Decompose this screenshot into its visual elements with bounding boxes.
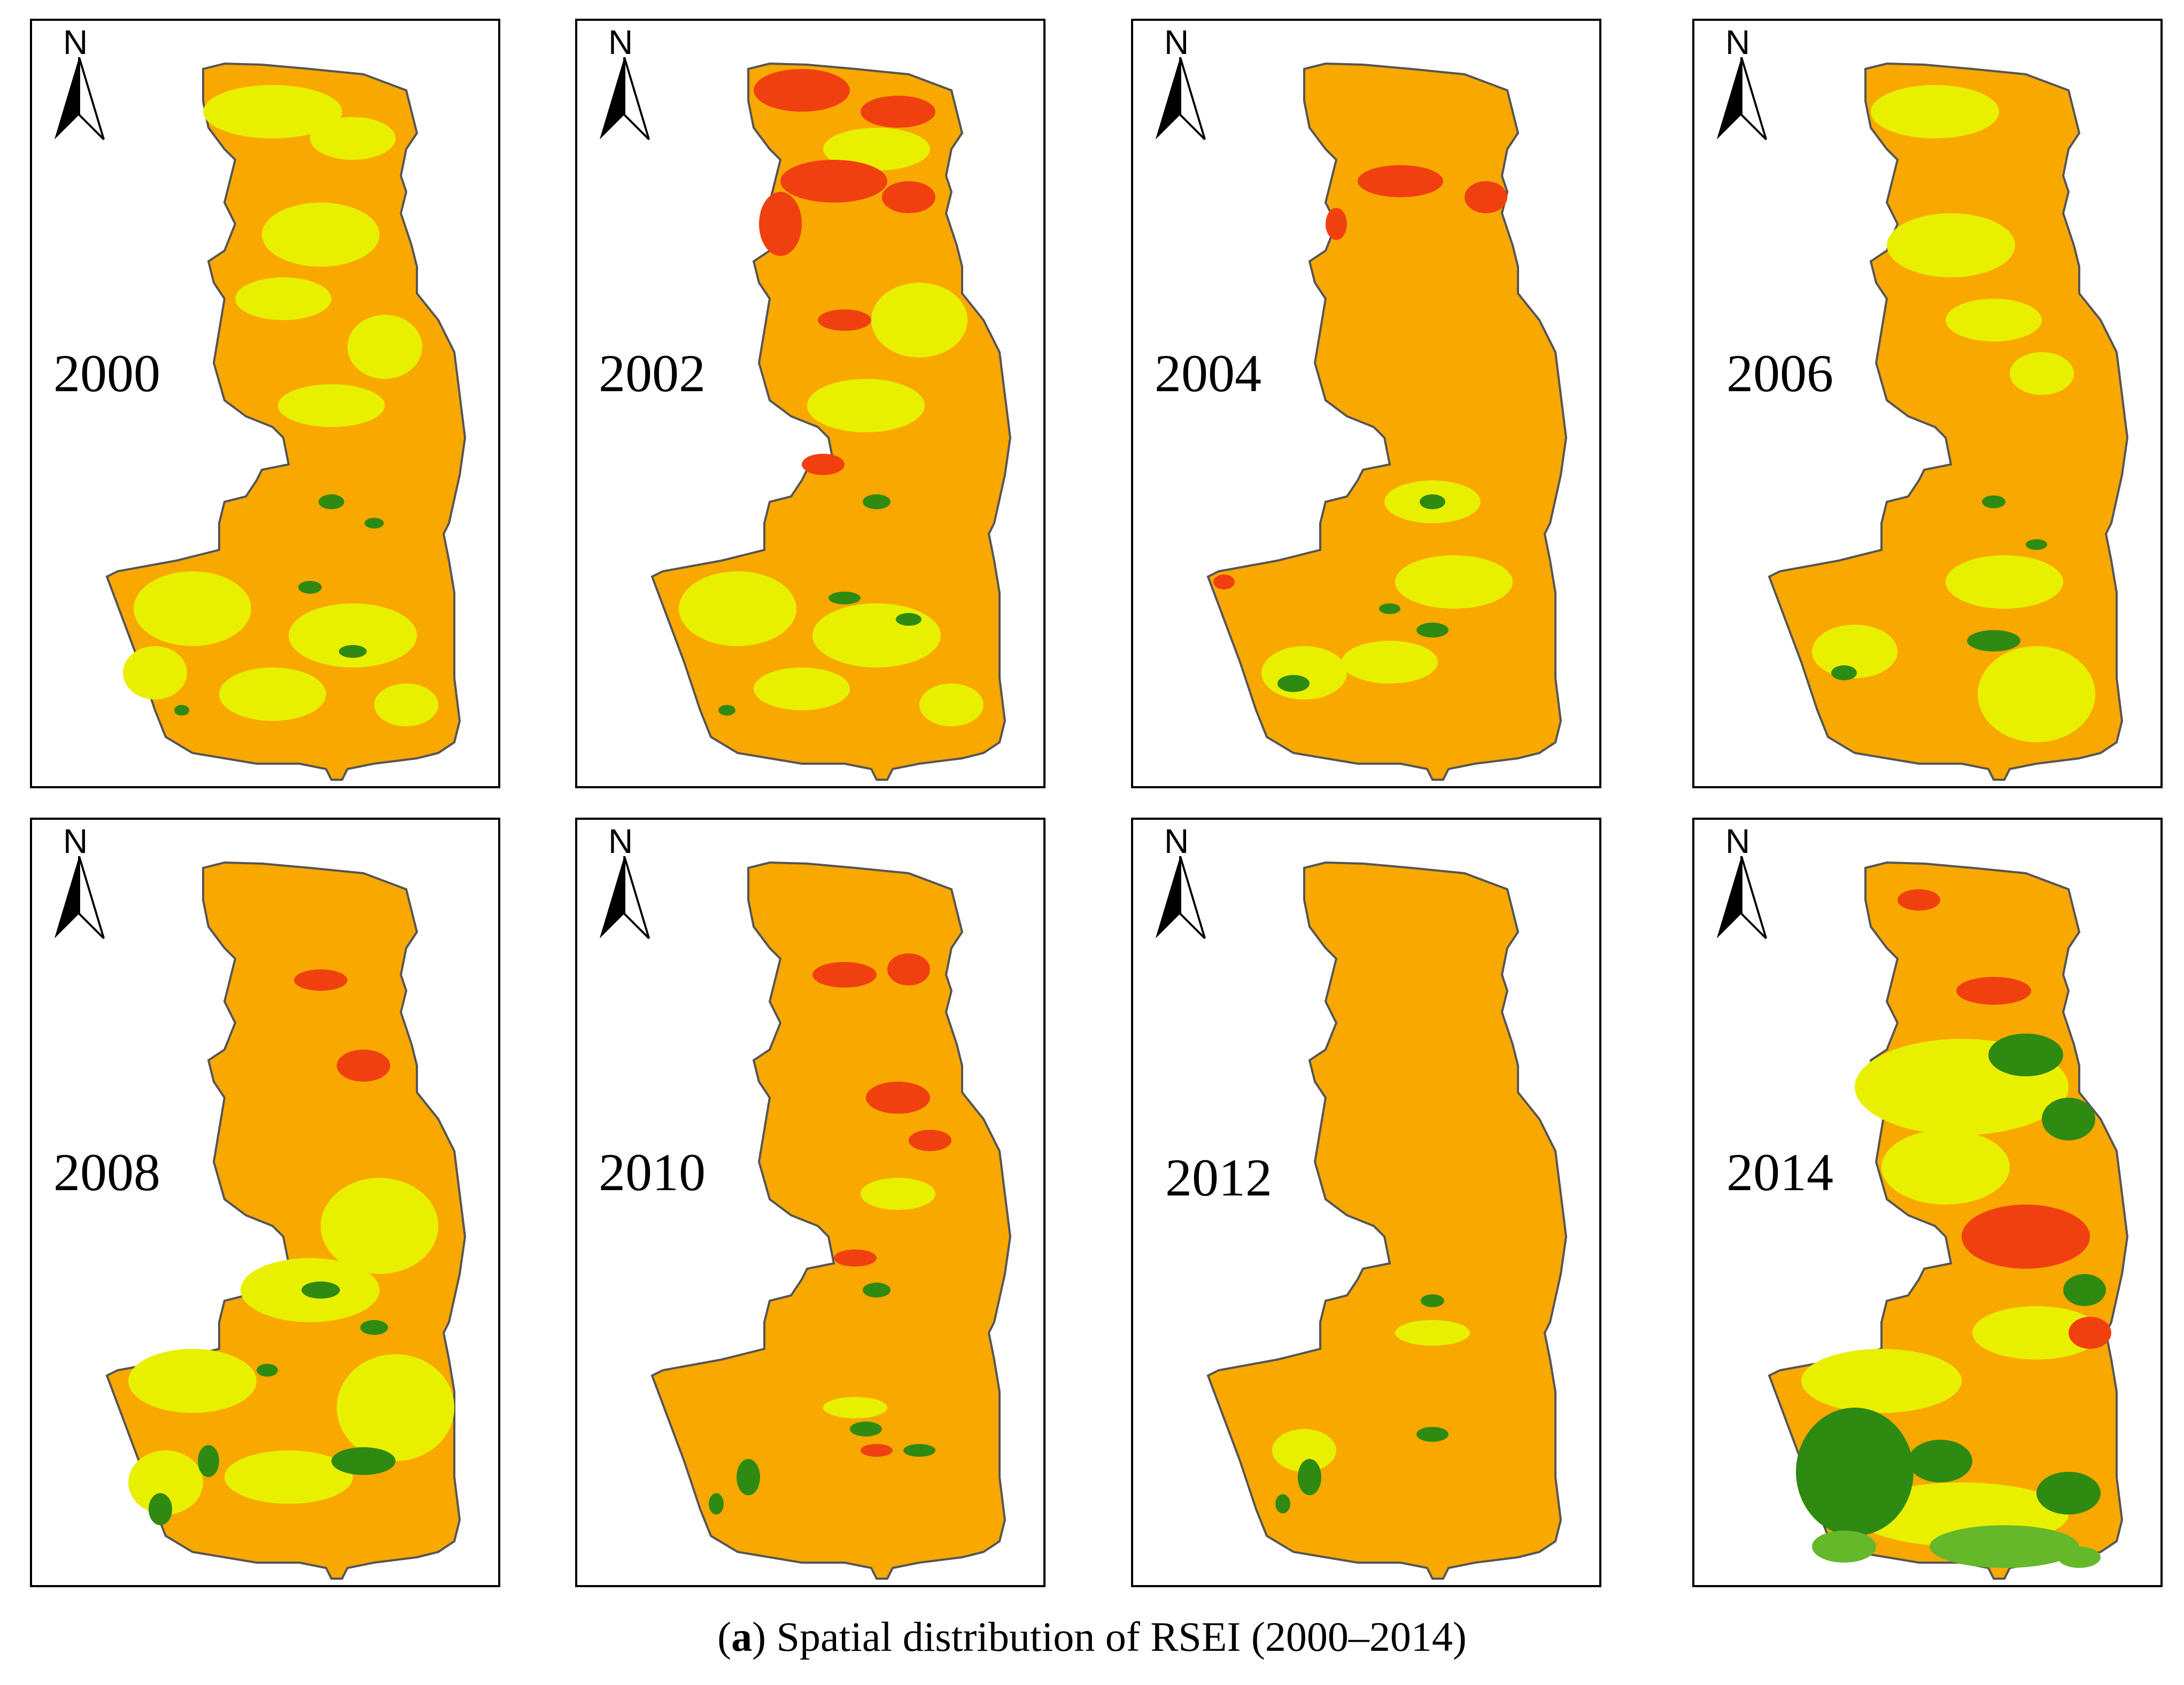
- light-patches: [1812, 85, 2095, 742]
- north-arrow-icon: [599, 856, 650, 939]
- year-label: 2000: [53, 344, 160, 403]
- year-label: 2002: [599, 344, 706, 403]
- north-arrow: N: [1704, 25, 1779, 164]
- caption-letter: a: [731, 1613, 753, 1660]
- poor-patches: [812, 953, 951, 1457]
- rsei-map-2012: [1207, 861, 1567, 1580]
- north-arrow: N: [1143, 824, 1218, 963]
- rsei-map-2014: [1768, 861, 2128, 1580]
- caption-text: ) Spatial distribution of RSEI (2000–201…: [752, 1613, 1467, 1660]
- north-arrow-icon: [599, 57, 650, 141]
- light-patches: [123, 85, 438, 726]
- rsei-map-2000: [106, 63, 466, 781]
- light-patches: [128, 1178, 454, 1515]
- north-arrow-icon: [1716, 856, 1767, 939]
- light-patches: [679, 128, 983, 726]
- north-label: N: [1164, 23, 1189, 61]
- rsei-map-2006: [1768, 63, 2128, 781]
- map-panel-2010: N 2010: [575, 818, 1045, 1587]
- north-arrow: N: [587, 824, 662, 963]
- rsei-map-2004: [1207, 63, 1567, 781]
- north-arrow-icon: [1155, 856, 1206, 939]
- year-label: 2004: [1155, 344, 1261, 403]
- map-panel-2002: N 2002: [575, 19, 1045, 788]
- good-patches: [1275, 1294, 1449, 1513]
- year-label: 2014: [1726, 1143, 1833, 1202]
- good-patches: [1277, 494, 1449, 692]
- map-panel-2004: N 2004: [1131, 19, 1601, 788]
- good-patches: [1796, 1034, 2106, 1536]
- year-label: 2010: [599, 1143, 706, 1202]
- good-patches: [709, 1283, 935, 1515]
- year-label: 2012: [1165, 1148, 1272, 1207]
- map-panel-2006: N 2006: [1692, 19, 2163, 788]
- map-panel-2008: N 2008: [30, 818, 500, 1587]
- north-arrow-icon: [54, 856, 105, 939]
- north-arrow-icon: [1716, 57, 1767, 141]
- light-patches: [1272, 1320, 1470, 1472]
- figure-caption: (a) Spatial distribution of RSEI (2000–2…: [0, 1613, 2184, 1661]
- map-panel-2000: N 2000: [30, 19, 500, 788]
- good-patches: [1831, 495, 2047, 680]
- poor-patches: [754, 69, 935, 475]
- north-label: N: [608, 23, 633, 61]
- light-patches: [823, 1178, 935, 1418]
- year-label: 2008: [53, 1143, 160, 1202]
- north-label: N: [1725, 822, 1751, 860]
- rsei-map-2008: [106, 861, 466, 1580]
- year-label: 2006: [1726, 344, 1833, 403]
- north-arrow: N: [1143, 25, 1218, 164]
- good-patches: [149, 1282, 396, 1525]
- map-panel-2012: N 2012: [1131, 818, 1601, 1587]
- north-label: N: [63, 822, 88, 860]
- north-arrow-icon: [54, 57, 105, 141]
- poor-patches: [294, 969, 390, 1082]
- north-arrow: N: [587, 25, 662, 164]
- map-panel-2014: N 2014: [1692, 818, 2163, 1587]
- north-label: N: [608, 822, 633, 860]
- excellent-patches: [1812, 1525, 2101, 1568]
- north-label: N: [1164, 822, 1189, 860]
- rsei-map-2010: [651, 861, 1011, 1580]
- caption-open: (: [717, 1613, 732, 1660]
- north-label: N: [1725, 23, 1751, 61]
- poor-patches: [1213, 165, 1507, 589]
- rsei-map-2002: [651, 63, 1011, 781]
- good-patches: [718, 494, 921, 716]
- north-arrow: N: [42, 25, 117, 164]
- poor-patches: [1898, 889, 2111, 1349]
- good-patches: [174, 494, 384, 716]
- north-arrow: N: [1704, 824, 1779, 963]
- north-arrow-icon: [1155, 57, 1206, 141]
- north-arrow: N: [42, 824, 117, 963]
- north-label: N: [63, 23, 88, 61]
